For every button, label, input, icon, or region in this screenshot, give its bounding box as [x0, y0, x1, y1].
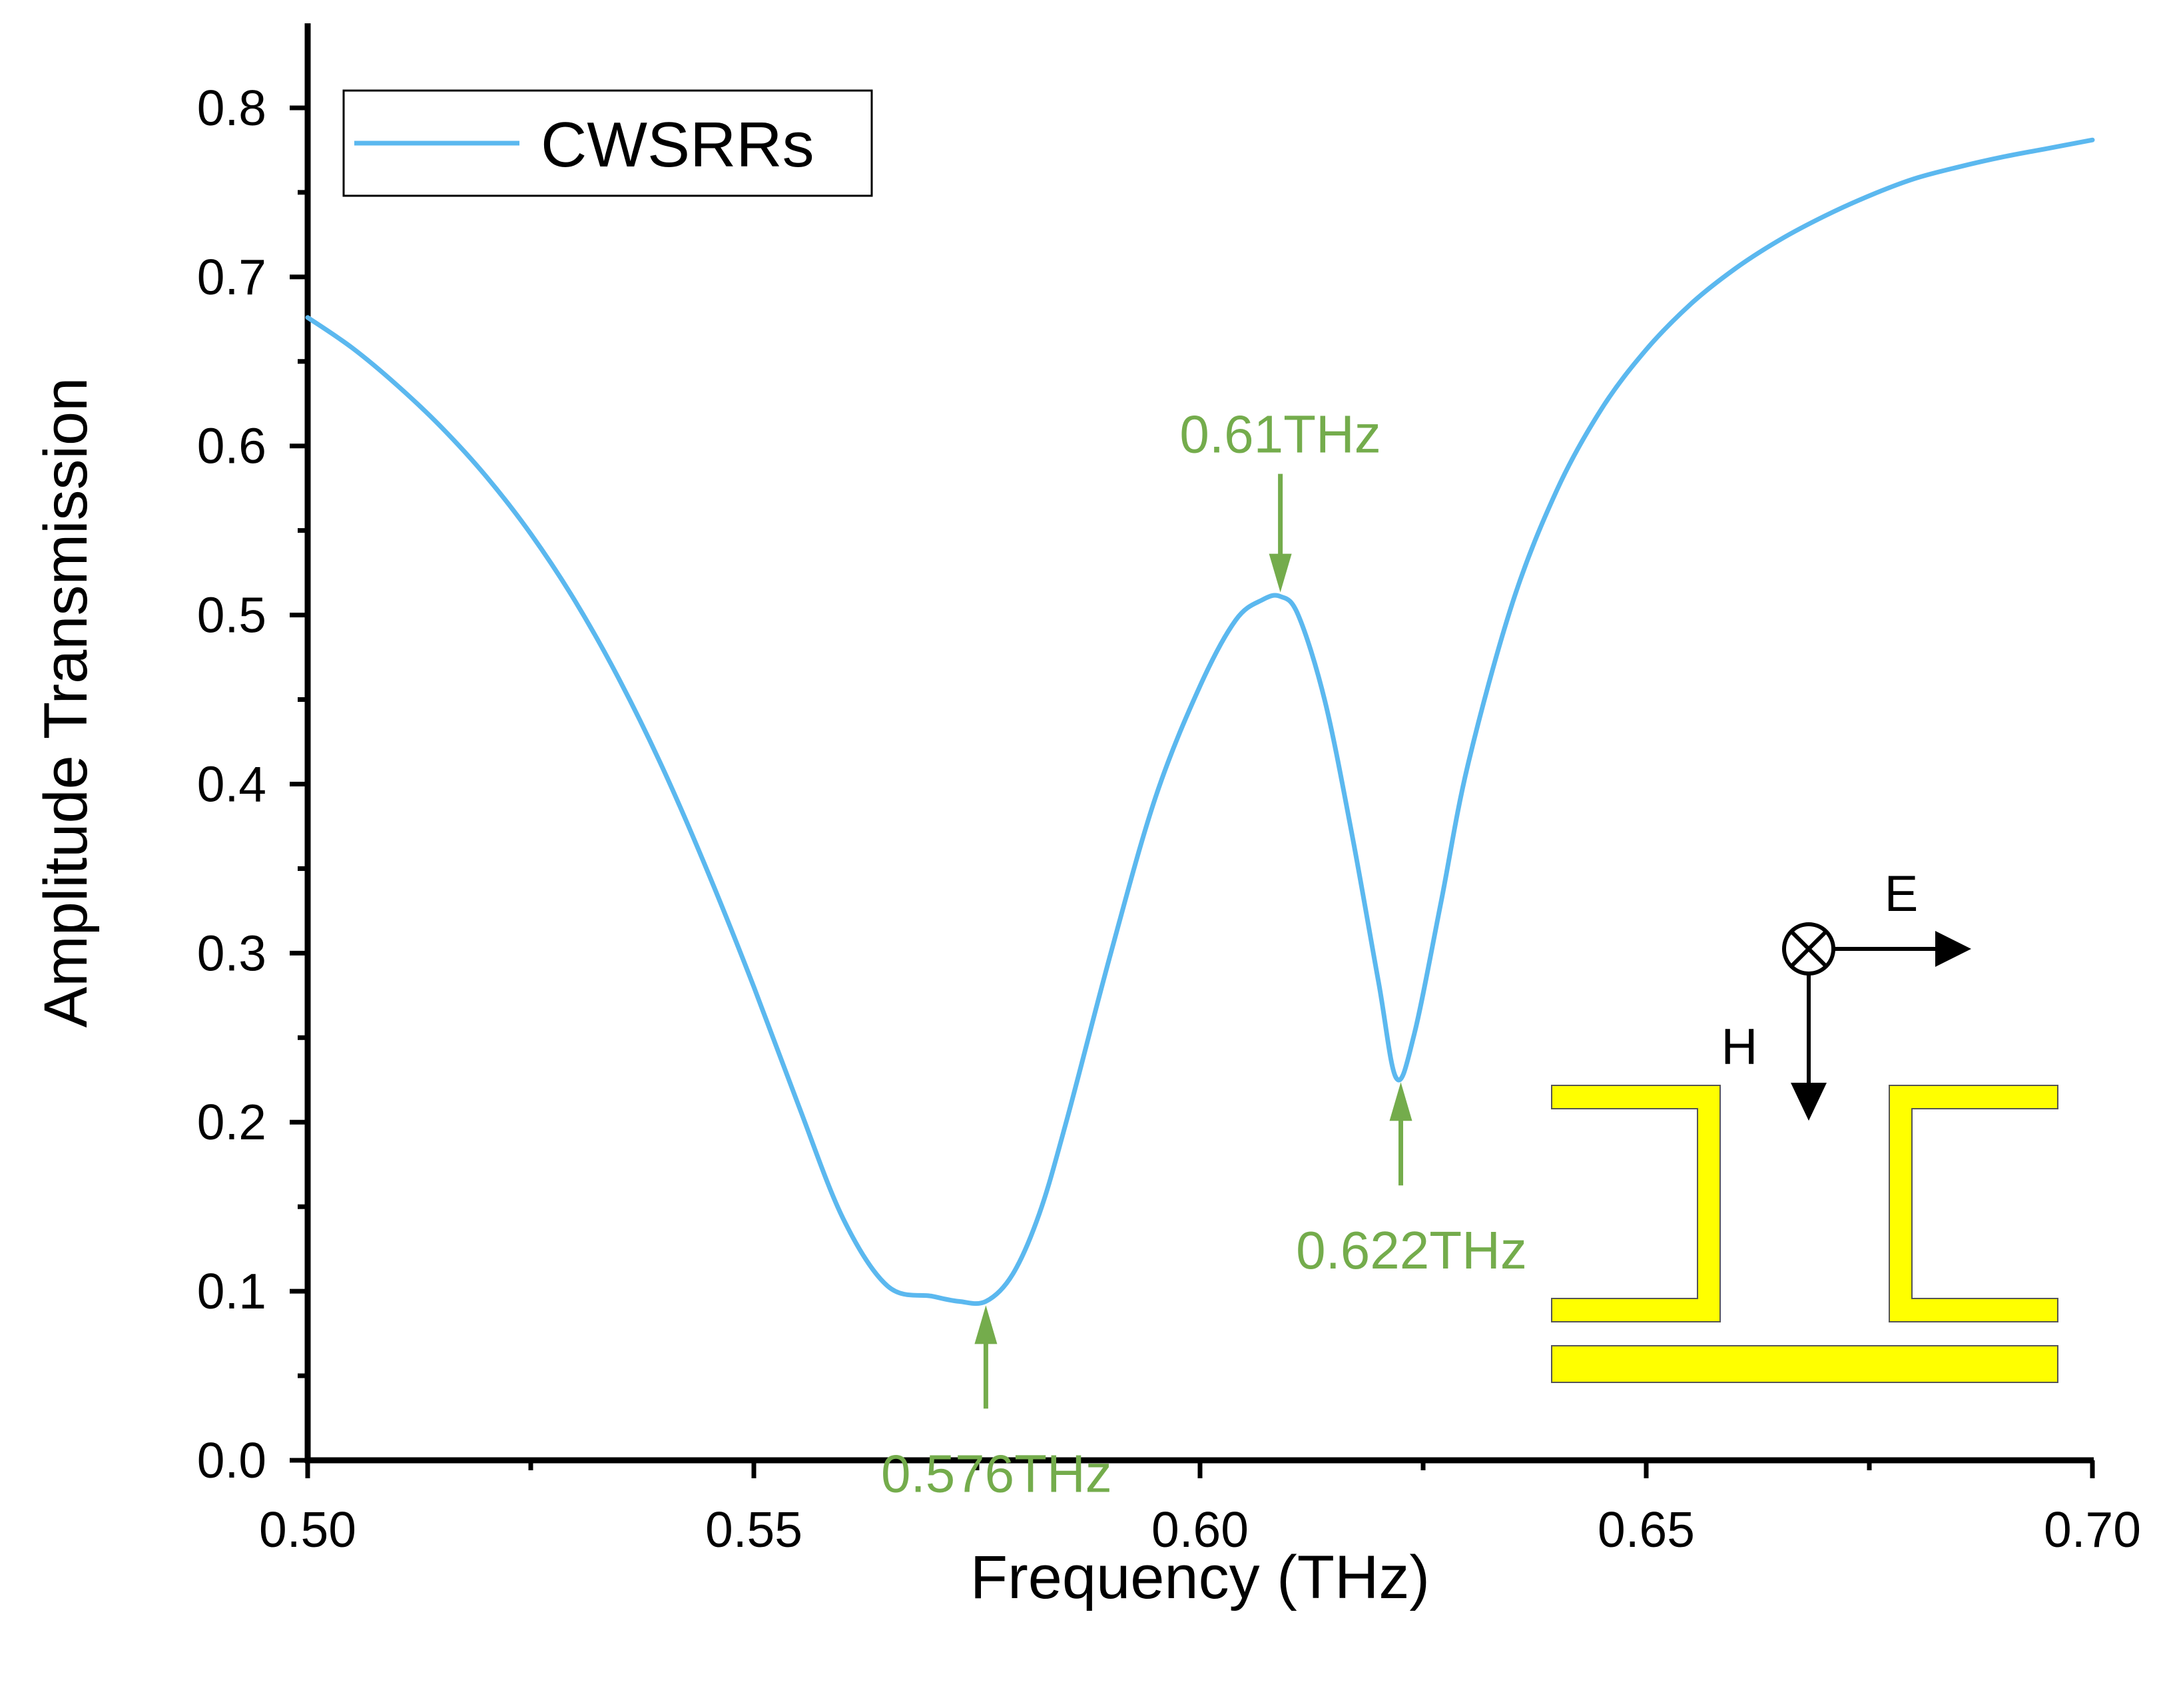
annotation-label: 0.622THz — [1296, 1221, 1527, 1280]
y-tick-label: 0.3 — [197, 925, 266, 981]
cross-icon-stroke-b — [1789, 930, 1828, 968]
y-tick-label: 0.2 — [197, 1094, 266, 1150]
e-field-arrow-head-icon — [1935, 931, 1971, 967]
y-axis-label: Amplitude Transmission — [32, 378, 100, 1028]
y-tick-label: 0.1 — [197, 1263, 266, 1319]
annotation-arrow-head-icon — [974, 1305, 998, 1344]
legend: CWSRRs — [342, 89, 873, 197]
y-tick-label: 0.5 — [197, 587, 266, 643]
inset-left-bracket — [1551, 1085, 1721, 1322]
y-tick-label: 0.0 — [197, 1432, 266, 1488]
y-tick-label: 0.7 — [197, 249, 266, 305]
x-tick-label: 0.60 — [1151, 1502, 1249, 1558]
annotation-arrow-head-icon — [1389, 1082, 1412, 1121]
ticks — [290, 105, 2095, 1478]
axes — [304, 23, 2094, 1464]
h-field-label: H — [1721, 1019, 1758, 1075]
annotation-layer: 0.576THz 0.61THz 0.622THz — [881, 405, 1527, 1504]
y-tick-label: 0.4 — [197, 756, 266, 812]
x-tick-label: 0.55 — [705, 1502, 802, 1558]
y-tick-label: 0.6 — [197, 418, 266, 474]
x-tick-label: 0.65 — [1598, 1502, 1695, 1558]
series-line-cwsrrs — [305, 137, 2095, 1306]
x-axis-label: Frequency (THz) — [970, 1544, 1430, 1611]
inset-right-bracket — [1889, 1085, 2058, 1322]
x-tick-label: 0.50 — [259, 1502, 356, 1558]
e-field-label: E — [1885, 866, 1919, 922]
legend-entry-label: CWSRRs — [541, 109, 814, 180]
x-tick-label: 0.70 — [2044, 1502, 2141, 1558]
h-field-arrow-head-icon — [1791, 1083, 1827, 1121]
y-tick-label: 0.8 — [197, 80, 266, 136]
inset-structure: E H — [1551, 866, 2058, 1383]
annotation-label: 0.61THz — [1179, 405, 1381, 464]
tick-labels: 0.00.10.20.30.40.50.60.70.80.50 0.55 0.60 0… — [197, 80, 2141, 1558]
inset-bottom-bar — [1551, 1345, 2058, 1383]
annotation-arrow-head-icon — [1269, 553, 1292, 593]
plot-area: 0.576THz 0.61THz 0.622THz — [305, 137, 2095, 1504]
annotation-label: 0.576THz — [881, 1444, 1112, 1503]
